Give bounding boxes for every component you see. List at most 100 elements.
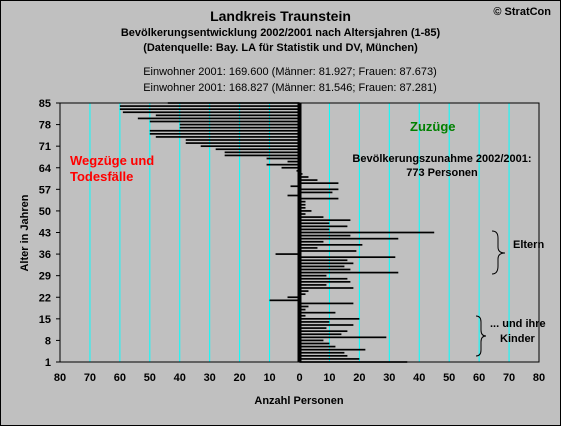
y-tick-label: 43: [39, 228, 51, 240]
bar-age-4: [299, 351, 345, 354]
x-tick-label: 10: [323, 372, 335, 384]
bar-age-72: [185, 142, 300, 144]
tick-labels: 80 70 60 50 40 30 20 10 0 10 20 30 40 50 60 70 801815222…: [39, 98, 545, 384]
y-axis-label: Alter in Jahren: [19, 194, 31, 271]
x-tick-label: 20: [353, 372, 365, 384]
bar-age-60: [299, 179, 318, 181]
parents-label: Eltern: [513, 239, 544, 251]
outflow-label-line2: Todesfälle: [70, 169, 133, 184]
bar-age-71: [200, 145, 300, 148]
bar-age-39: [299, 243, 363, 246]
y-tick-label: 29: [39, 271, 51, 283]
bar-age-78: [179, 123, 300, 126]
x-tick-label: 60: [473, 372, 485, 384]
bar-age-46: [299, 222, 330, 225]
x-tick-label: 30: [204, 372, 216, 384]
bar-age-2: [299, 358, 360, 360]
bar-age-24: [299, 290, 309, 292]
bar-age-30: [299, 271, 399, 274]
bar-age-84: [119, 105, 300, 107]
zero-axis: [297, 103, 302, 362]
x-axis-label: Anzahl Personen: [254, 395, 344, 407]
bar-age-69: [224, 151, 300, 154]
bar-age-52: [299, 203, 306, 206]
bar-age-21: [269, 299, 300, 302]
x-tick-label: 60: [114, 372, 126, 384]
bar-age-45: [299, 225, 348, 228]
x-tick-label: 10: [263, 372, 275, 384]
y-tick-label: 36: [39, 249, 51, 261]
bar-age-73: [185, 139, 300, 141]
bar-age-13: [299, 324, 354, 326]
x-tick-label: 80: [54, 372, 66, 384]
bar-age-51: [299, 206, 306, 209]
y-tick-label: 1: [45, 357, 51, 369]
bar-age-74: [155, 136, 300, 138]
bar-age-42: [299, 234, 351, 237]
bar-age-7: [299, 342, 330, 345]
bar-age-38: [299, 247, 318, 249]
bars-group: [119, 102, 435, 363]
bar-age-54: [299, 197, 339, 200]
bar-age-76: [149, 129, 300, 132]
bar-age-56: [299, 191, 333, 194]
bar-age-49: [299, 213, 306, 215]
inflow-label: Zuzüge: [410, 119, 456, 134]
bar-age-41: [299, 237, 399, 240]
y-tick-label: 78: [39, 120, 51, 132]
bar-age-31: [299, 268, 351, 271]
bar-age-3: [299, 354, 348, 357]
bar-age-8: [299, 339, 324, 342]
copyright-label: © StratCon: [493, 6, 551, 18]
bar-age-37: [299, 250, 357, 252]
y-tick-label: 85: [39, 98, 51, 110]
bar-age-61: [299, 176, 309, 178]
bar-age-6: [299, 345, 336, 348]
bar-age-75: [149, 132, 300, 135]
chart-title: Landkreis Traunstein: [210, 8, 351, 24]
bar-age-57: [299, 188, 339, 191]
increase-label-line2: 773 Personen: [406, 167, 478, 179]
y-tick-label: 15: [39, 314, 51, 326]
chart-source: (Datenquelle: Bay. LA für Statistik und …: [143, 42, 418, 54]
bar-age-53: [299, 200, 306, 203]
y-tick-label: 8: [45, 335, 51, 347]
info-line-2001b: Einwohner 2001: 168.827 (Männer: 81.546;…: [143, 82, 437, 94]
bar-age-81: [155, 114, 300, 117]
x-tick-label: 40: [174, 372, 186, 384]
bar-age-22: [287, 296, 300, 299]
bar-age-83: [119, 108, 300, 111]
bar-age-77: [179, 126, 300, 129]
y-tick-label: 57: [39, 184, 51, 196]
bar-age-48: [299, 216, 324, 218]
bar-age-66: [287, 160, 300, 163]
bar-age-68: [224, 154, 300, 157]
bar-age-20: [299, 302, 354, 305]
x-tick-label: 20: [234, 372, 246, 384]
bar-age-32: [299, 265, 345, 268]
bar-age-17: [299, 311, 336, 314]
bar-age-5: [299, 348, 366, 351]
x-tick-label: 70: [503, 372, 515, 384]
chart-subtitle: Bevölkerungsentwicklung 2002/2001 nach A…: [120, 27, 441, 39]
info-line-2001a: Einwohner 2001: 169.600 (Männer: 81.927;…: [143, 66, 437, 78]
x-tick-label: 50: [144, 372, 156, 384]
bar-age-28: [299, 277, 348, 280]
bar-age-10: [299, 333, 342, 336]
increase-label-line1: Bevölkerungszunahme 2002/2001:: [352, 153, 531, 165]
bar-age-19: [299, 305, 309, 308]
parents-brace: [491, 230, 506, 275]
bar-age-33: [299, 262, 354, 265]
x-tick-label: 0: [296, 372, 302, 384]
bar-age-58: [290, 185, 300, 188]
bar-age-15: [299, 317, 360, 320]
bar-age-36: [275, 253, 300, 255]
x-tick-label: 70: [84, 372, 96, 384]
bar-age-59: [299, 182, 339, 185]
bar-age-11: [299, 330, 348, 333]
bar-age-82: [122, 111, 300, 114]
y-tick-label: 50: [39, 206, 51, 218]
bar-age-29: [299, 274, 327, 277]
